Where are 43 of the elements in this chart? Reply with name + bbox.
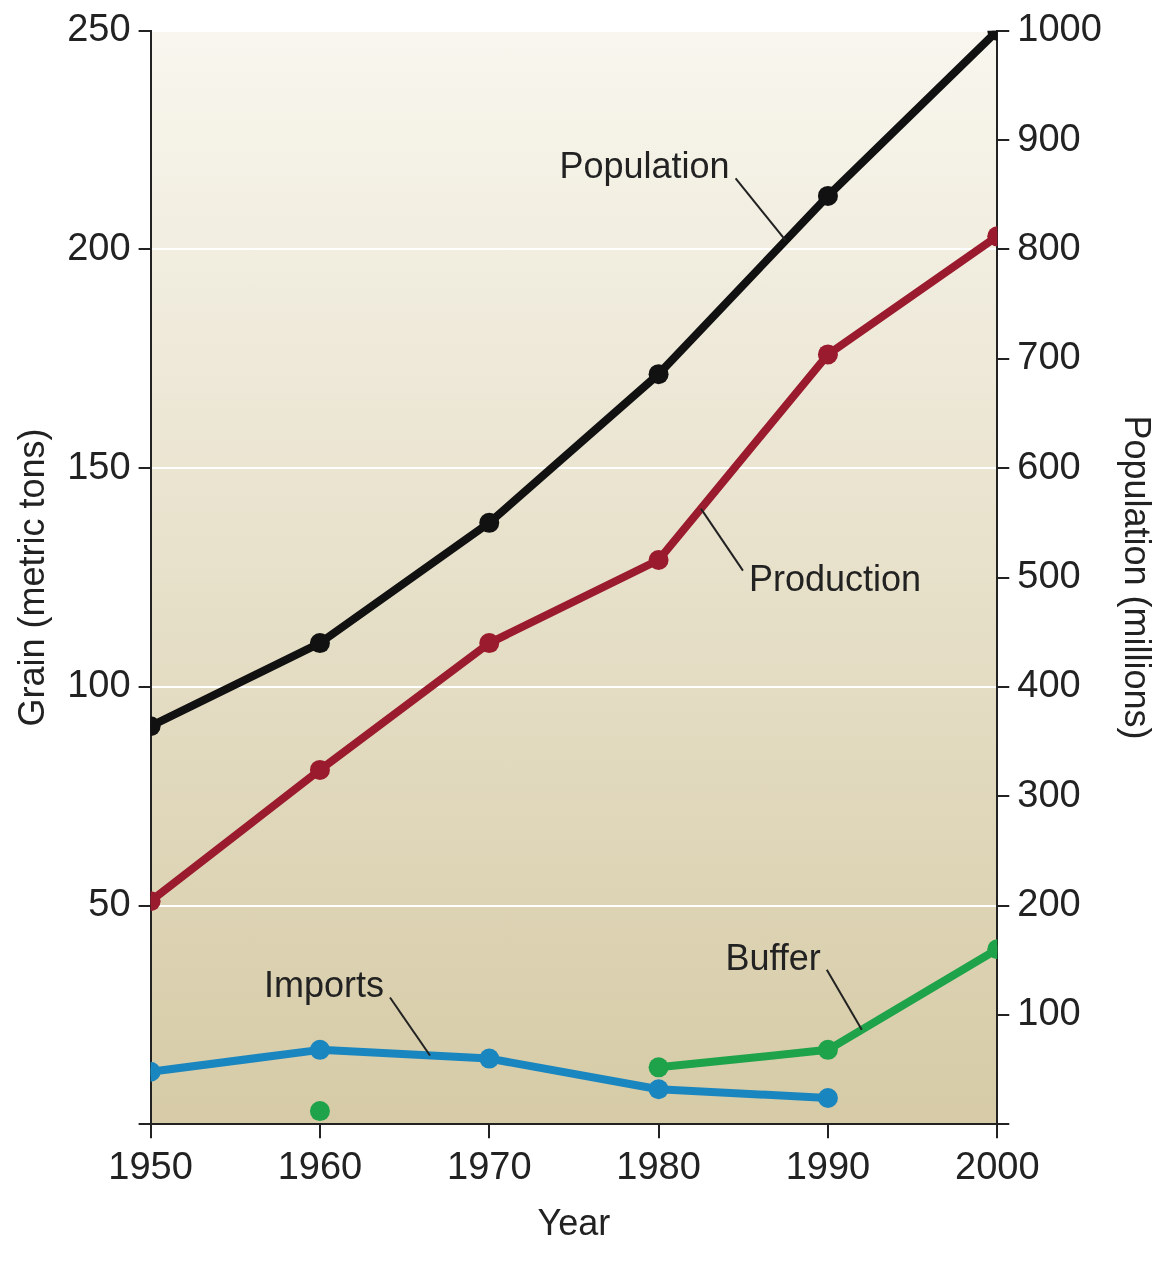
y2-tick-label: 500	[1017, 553, 1081, 596]
y-axis-title: Grain (metric tons)	[10, 428, 52, 727]
x-tick-label: 1970	[446, 1145, 532, 1188]
series-label: Buffer	[725, 936, 821, 978]
point	[309, 633, 330, 654]
y-tick-label: 50	[88, 882, 131, 924]
series-label: Production	[748, 557, 922, 599]
point	[479, 633, 500, 654]
point	[309, 1101, 330, 1122]
series-label: Imports	[263, 964, 384, 1006]
y2-tick-label: 1000	[1017, 7, 1102, 50]
point	[817, 185, 838, 206]
x-tick-label: 1990	[785, 1145, 871, 1188]
y2-tick-label: 800	[1017, 225, 1081, 268]
point	[479, 1048, 500, 1069]
x-tick-label: 1980	[616, 1145, 701, 1188]
y2-tick-label: 700	[1017, 335, 1081, 378]
point	[648, 1057, 669, 1078]
y-tick-label: 150	[67, 444, 131, 487]
point	[817, 1087, 838, 1108]
point	[648, 1079, 669, 1100]
point	[817, 344, 838, 365]
y2-tick-label: 300	[1017, 772, 1081, 815]
x-tick-label: 1960	[277, 1145, 363, 1188]
point	[309, 1039, 330, 1060]
y-tick-label: 100	[67, 663, 131, 706]
x-axis-title: Year	[537, 1202, 611, 1244]
x-tick-label: 1950	[108, 1145, 193, 1188]
point	[817, 1039, 838, 1060]
y2-tick-label: 900	[1017, 116, 1081, 159]
y2-tick-label: 400	[1017, 663, 1081, 706]
point	[309, 759, 330, 780]
point	[479, 512, 500, 533]
y-tick-label: 200	[67, 225, 131, 268]
text: Population	[559, 145, 730, 187]
y-tick-label: 250	[67, 7, 131, 50]
y2-tick-label: 200	[1017, 882, 1081, 924]
point	[648, 364, 669, 385]
y2-tick-label: 600	[1017, 444, 1081, 487]
y2-tick-label: 100	[1017, 991, 1081, 1034]
x-tick-label: 2000	[954, 1145, 1040, 1188]
point	[648, 550, 669, 571]
y2-axis-title: Population (millions)	[1117, 415, 1159, 740]
